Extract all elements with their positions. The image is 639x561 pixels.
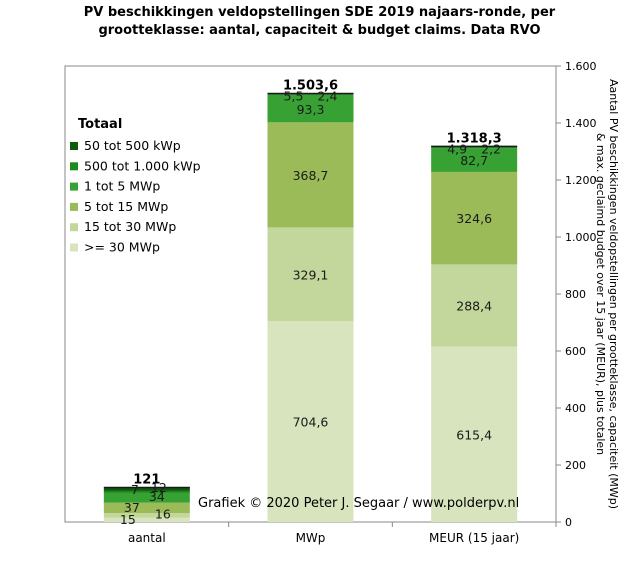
y-tick-label: 600 [565, 345, 586, 358]
segment-value-label: 12 [151, 480, 167, 495]
legend-swatch [70, 182, 78, 191]
segment-value-label: 2,4 [318, 88, 338, 103]
bar-segment [431, 171, 518, 265]
chart-title-line-2: grootteklasse: aantal, capaciteit & budg… [98, 23, 541, 38]
bar-segment [431, 264, 518, 347]
segment-value-label: 7 [131, 482, 139, 497]
segment-value-label: 615,4 [456, 427, 492, 442]
bar-segment [431, 346, 518, 522]
legend-label: 5 tot 15 MWp [84, 199, 168, 214]
segment-value-label: 704,6 [293, 415, 329, 430]
legend-swatch [70, 142, 78, 150]
segment-value-label: 15 [120, 512, 136, 527]
bar-segment [103, 513, 190, 518]
bar-segment [103, 487, 190, 491]
segment-value-label: 368,7 [293, 168, 329, 183]
segment-value-label: 288,4 [456, 299, 492, 314]
bar-segment [103, 502, 190, 514]
bar-segment [267, 95, 354, 123]
segment-value-label: 16 [155, 506, 171, 521]
legend-title: Totaal [78, 117, 122, 132]
legend-label: 500 tot 1.000 kWp [84, 158, 201, 173]
y-tick-label: 1.000 [565, 231, 597, 244]
segment-value-label: 324,6 [456, 211, 492, 226]
y-tick-label: 400 [565, 402, 586, 415]
segment-value-label: 5,5 [284, 88, 304, 103]
y-tick-label: 1.400 [565, 117, 597, 130]
bar-segment [103, 490, 190, 493]
x-tick-label: aantal [128, 531, 166, 545]
legend-label: 15 tot 30 MWp [84, 219, 176, 234]
legend-swatch [70, 243, 78, 252]
legend-label: 1 tot 5 MWp [84, 179, 160, 194]
legend-label: >= 30 MWp [84, 240, 160, 255]
y-tick-label: 1.600 [565, 60, 597, 73]
legend-label: 50 tot 500 kWp [84, 138, 181, 153]
segment-value-label: 4,9 [447, 141, 467, 156]
y-axis-label-group: Aantal PV beschikkingen veldopstellingen… [594, 79, 620, 509]
legend-swatch [70, 162, 78, 171]
bar-segment [267, 227, 354, 322]
bar-segment [431, 146, 518, 149]
legend-swatch [70, 223, 78, 232]
bar-total-label: 121 [133, 473, 160, 488]
segment-value-label: 2,2 [481, 141, 501, 156]
segment-value-label: 93,3 [297, 102, 325, 117]
bar-segment [267, 94, 354, 96]
y-tick-label: 0 [565, 516, 572, 529]
y-axis-label-line: Aantal PV beschikkingen veldopstellingen… [607, 79, 620, 509]
segment-value-label: 37 [124, 500, 140, 515]
segment-value-label: 82,7 [460, 153, 488, 168]
bar-total-label: 1.318,3 [447, 131, 502, 146]
chart-title: PV beschikkingen veldopstellingen SDE 20… [0, 4, 639, 40]
bar-segment [267, 122, 354, 228]
chart-title-line-1: PV beschikkingen veldopstellingen SDE 20… [83, 5, 556, 20]
y-tick-label: 200 [565, 459, 586, 472]
segment-value-label: 329,1 [293, 267, 329, 282]
bar-segment [103, 492, 190, 503]
legend-swatch [70, 202, 78, 211]
bar-segment [103, 517, 190, 522]
x-tick-label: MEUR (15 jaar) [429, 531, 519, 545]
y-tick-label: 800 [565, 288, 586, 301]
bar-segment [431, 148, 518, 172]
y-tick-label: 1.200 [565, 174, 597, 187]
y-axis-label-line: & max. geclaimd budget over 15 jaar (MEU… [594, 133, 607, 455]
bar-segment [267, 321, 354, 522]
segment-value-label: 34 [149, 489, 165, 504]
bar-total-label: 1.503,6 [283, 78, 338, 93]
x-tick-label: MWp [296, 531, 326, 545]
credit-annotation: Grafiek © 2020 Peter J. Segaar / www.pol… [198, 496, 519, 511]
